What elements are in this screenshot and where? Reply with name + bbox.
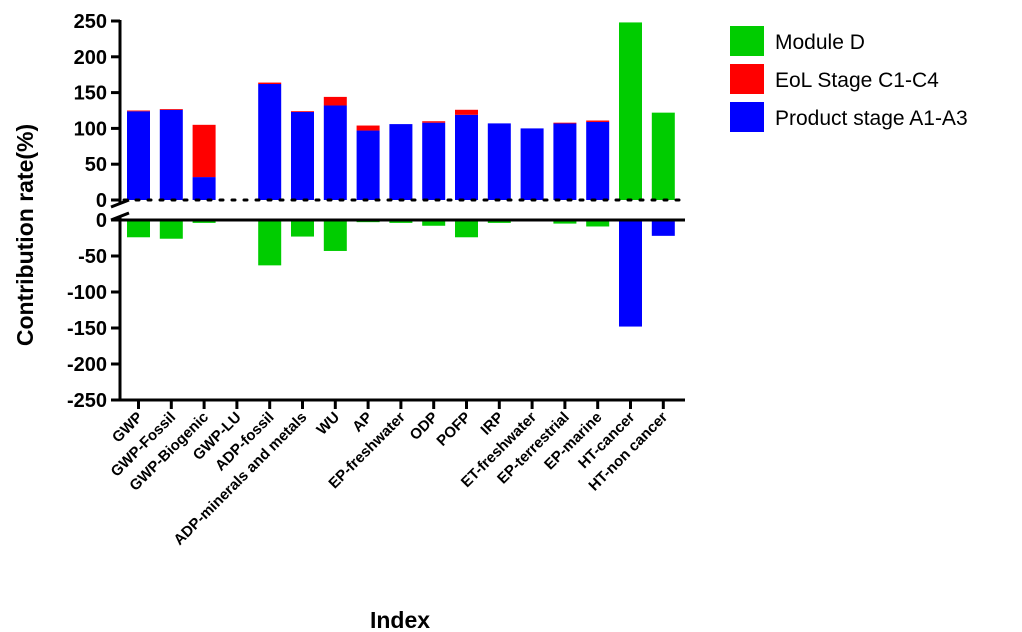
bar-ht-cancer-product-stage-a1-a3 <box>619 220 642 327</box>
bar-gwp-fossil-product-stage-a1-a3 <box>159 109 183 200</box>
legend-swatch <box>730 102 764 132</box>
y-tick-label: 0 <box>96 190 107 212</box>
bar-adp-fossil-eol-stage-c1-c4 <box>258 82 282 85</box>
y-tick-labels: 250 200 150 100 50 00 -50 -100 -150 -200 -250 <box>67 11 120 412</box>
bar-odp-module-d <box>422 220 446 226</box>
bar-adp-fossil-module-d <box>258 220 282 266</box>
axis-break-mark <box>110 198 130 209</box>
y-tick-label: 0 <box>96 210 107 232</box>
bar-adp-minerals-and-metals-module-d <box>291 220 314 237</box>
legend-swatch <box>730 64 764 94</box>
y-tick-label: 50 <box>85 154 107 176</box>
bar-ht-cancer-module-d <box>619 22 642 200</box>
bar-irp-product-stage-a1-a3 <box>487 123 511 200</box>
bar-ap-product-stage-a1-a3 <box>356 130 380 200</box>
legend: Module D EoL Stage C1-C4 Product stage A1-… <box>730 26 968 132</box>
bar-gwp-product-stage-a1-a3 <box>127 111 150 200</box>
bar-pofp-product-stage-a1-a3 <box>455 114 478 200</box>
legend-label: Product stage A1-A3 <box>775 107 968 130</box>
x-category-label: POFP <box>433 409 474 450</box>
y-tick-label: -50 <box>78 246 107 268</box>
bar-adp-fossil-product-stage-a1-a3 <box>258 84 282 200</box>
bar-wu-eol-stage-c1-c4 <box>323 96 347 106</box>
bar-ht-non-cancer-product-stage-a1-a3 <box>651 220 675 236</box>
x-category-label: WU <box>313 409 343 439</box>
bar-ep-marine-product-stage-a1-a3 <box>586 121 610 200</box>
y-axis-title: Contribution rate(%) <box>12 124 38 346</box>
bar-ep-freshwater-product-stage-a1-a3 <box>389 124 413 200</box>
axes-group <box>110 20 687 402</box>
bar-wu-module-d <box>323 220 347 251</box>
y-tick-label: 150 <box>74 83 107 105</box>
bar-wu-product-stage-a1-a3 <box>323 105 347 200</box>
bar-odp-product-stage-a1-a3 <box>422 122 446 200</box>
bar-gwp-biogenic-product-stage-a1-a3 <box>192 177 216 200</box>
x-axis-title: Index <box>370 607 430 632</box>
bar-et-freshwater-product-stage-a1-a3 <box>520 128 544 200</box>
bar-gwp-fossil-module-d <box>159 220 183 239</box>
bar-odp-eol-stage-c1-c4 <box>422 121 446 123</box>
legend-swatch <box>730 26 764 56</box>
legend-label: Module D <box>775 31 865 54</box>
bar-ep-terrestrial-module-d <box>553 220 577 224</box>
y-tick-label: -100 <box>67 282 107 304</box>
bar-pofp-module-d <box>455 220 478 238</box>
y-tick-label: -150 <box>67 318 107 340</box>
bar-ep-marine-module-d <box>586 220 610 227</box>
y-tick-label: 250 <box>74 11 107 33</box>
bar-pofp-eol-stage-c1-c4 <box>455 109 478 115</box>
y-tick-label: -200 <box>67 354 107 376</box>
legend-label: EoL Stage C1-C4 <box>775 69 939 92</box>
bar-ep-terrestrial-eol-stage-c1-c4 <box>553 122 577 124</box>
bar-gwp-eol-stage-c1-c4 <box>127 110 150 112</box>
bar-ap-eol-stage-c1-c4 <box>356 125 380 131</box>
bar-gwp-biogenic-eol-stage-c1-c4 <box>192 124 216 178</box>
bar-gwp-fossil-eol-stage-c1-c4 <box>159 109 183 110</box>
y-tick-label: 200 <box>74 47 107 69</box>
x-category-label: AP <box>349 409 376 436</box>
bar-ht-non-cancer-module-d <box>651 112 675 200</box>
bars-group <box>127 22 675 327</box>
bar-gwp-module-d <box>127 220 150 238</box>
bar-ep-marine-eol-stage-c1-c4 <box>586 120 610 122</box>
y-tick-label: -250 <box>67 390 107 412</box>
bar-ep-terrestrial-product-stage-a1-a3 <box>553 123 577 200</box>
y-tick-label: 100 <box>74 118 107 140</box>
bar-adp-minerals-and-metals-eol-stage-c1-c4 <box>291 111 314 113</box>
bar-adp-minerals-and-metals-product-stage-a1-a3 <box>291 111 314 200</box>
x-category-labels: GWPGWP-FossilGWP-BiogenicGWP-LUADP-fossi… <box>108 400 671 549</box>
